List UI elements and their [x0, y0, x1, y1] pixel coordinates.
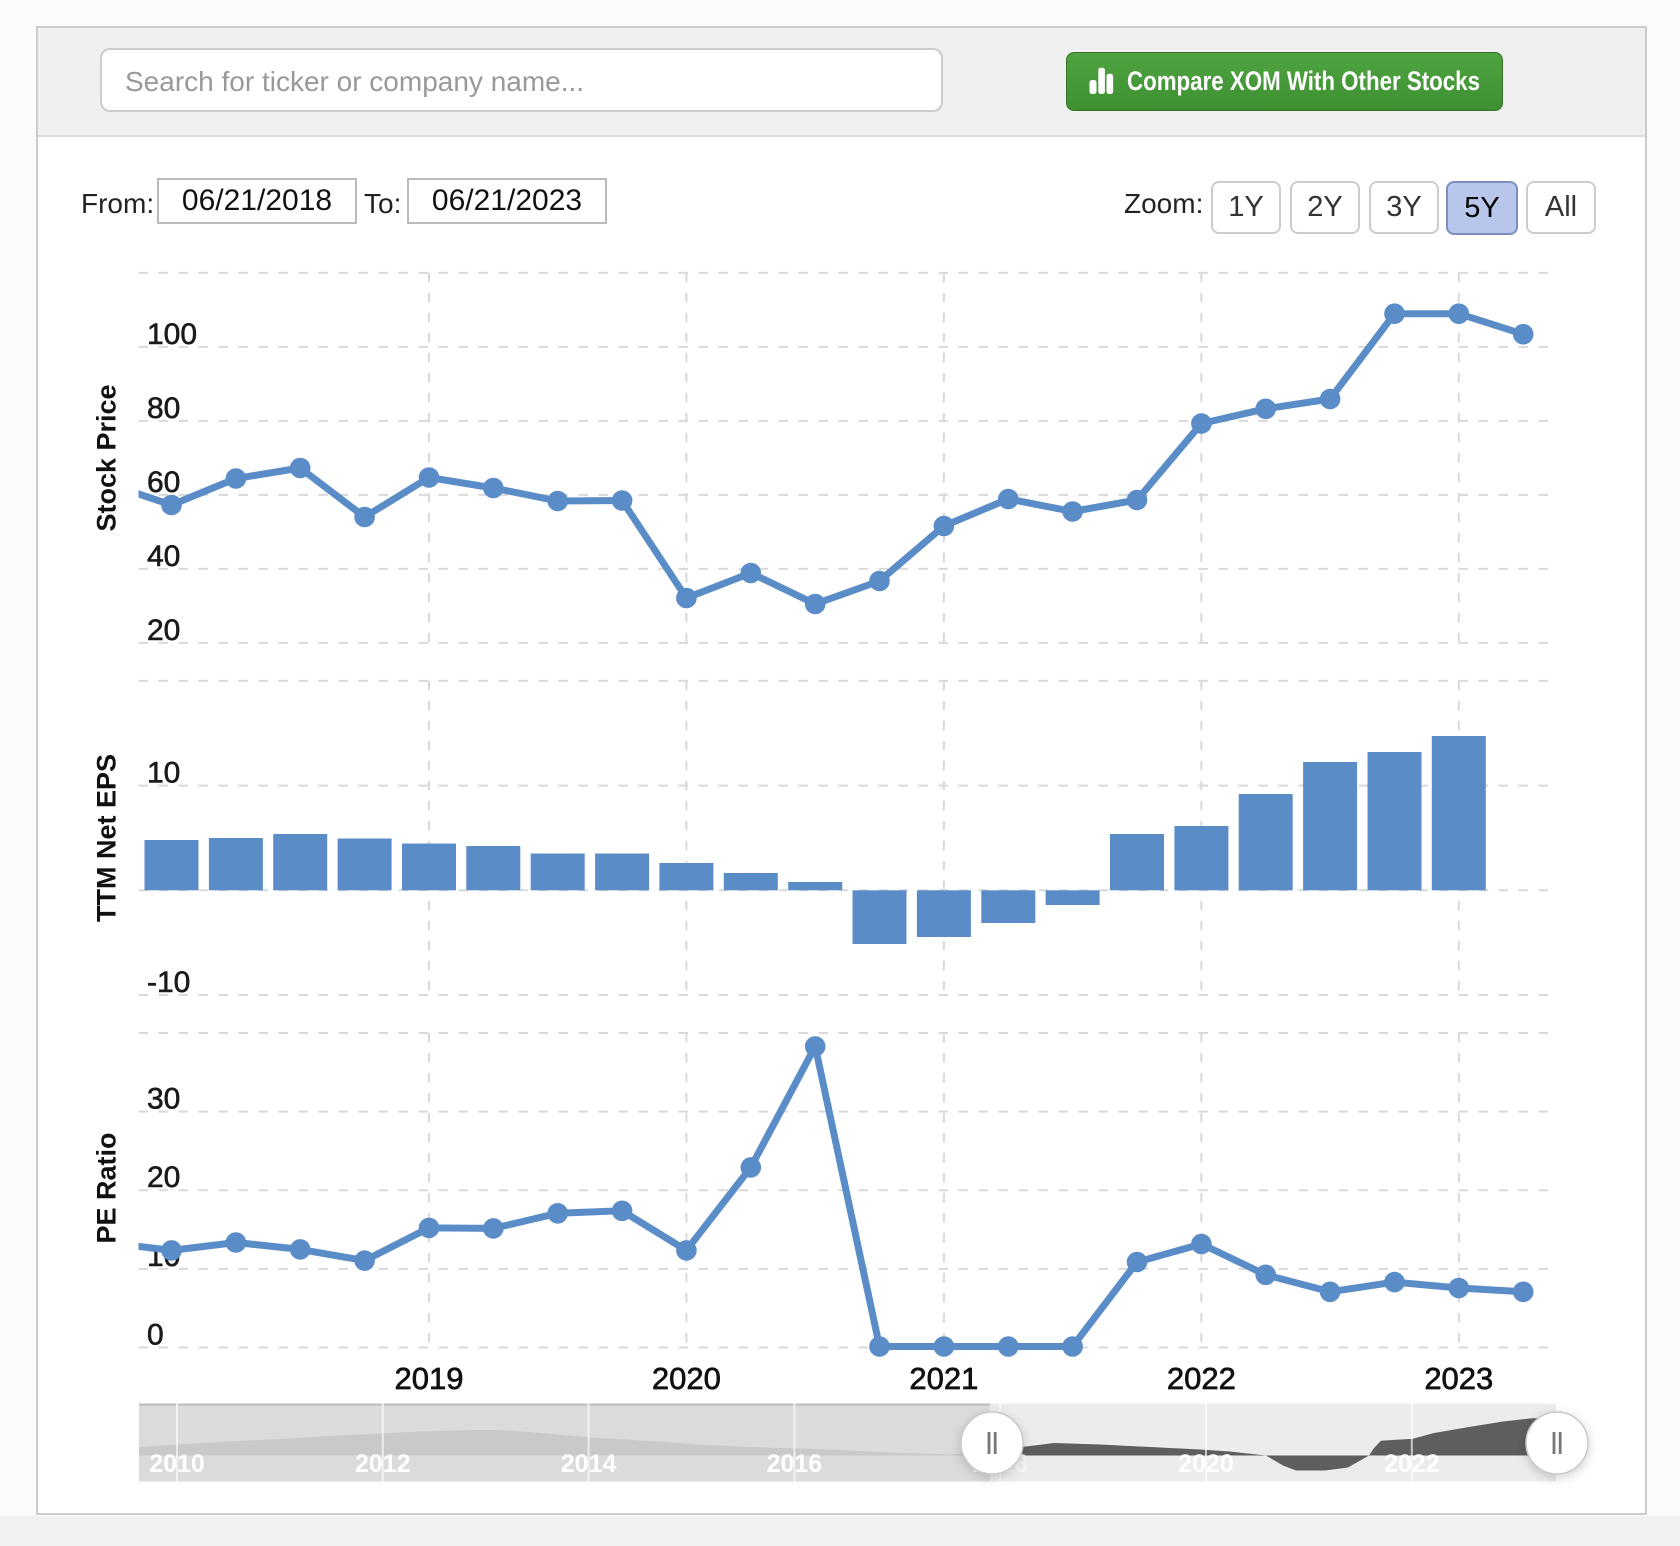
svg-text:2014: 2014	[561, 1450, 617, 1478]
svg-text:2020: 2020	[652, 1361, 721, 1396]
svg-text:2010: 2010	[149, 1450, 205, 1478]
svg-text:80: 80	[147, 392, 180, 425]
svg-text:20: 20	[147, 614, 180, 647]
svg-text:2022: 2022	[1167, 1361, 1236, 1396]
svg-text:2023: 2023	[1424, 1361, 1493, 1396]
svg-text:2022: 2022	[1384, 1450, 1440, 1478]
svg-text:100: 100	[147, 318, 197, 351]
svg-text:2021: 2021	[909, 1361, 978, 1396]
svg-text:PE Ratio: PE Ratio	[92, 1132, 122, 1243]
svg-text:TTM Net EPS: TTM Net EPS	[92, 754, 122, 922]
svg-text:2020: 2020	[1178, 1450, 1234, 1478]
svg-text:10: 10	[147, 757, 180, 790]
svg-text:0: 0	[147, 1319, 164, 1352]
svg-text:-10: -10	[147, 966, 190, 999]
svg-text:Stock Price: Stock Price	[92, 384, 122, 531]
svg-text:60: 60	[147, 466, 180, 499]
svg-text:30: 30	[147, 1083, 180, 1116]
svg-text:Compare XOM With Other Stocks: Compare XOM With Other Stocks	[1127, 66, 1480, 96]
svg-text:2012: 2012	[355, 1450, 411, 1478]
svg-text:2019: 2019	[395, 1361, 464, 1396]
svg-text:2016: 2016	[767, 1450, 823, 1478]
svg-text:20: 20	[147, 1161, 180, 1194]
svg-text:40: 40	[147, 540, 180, 573]
